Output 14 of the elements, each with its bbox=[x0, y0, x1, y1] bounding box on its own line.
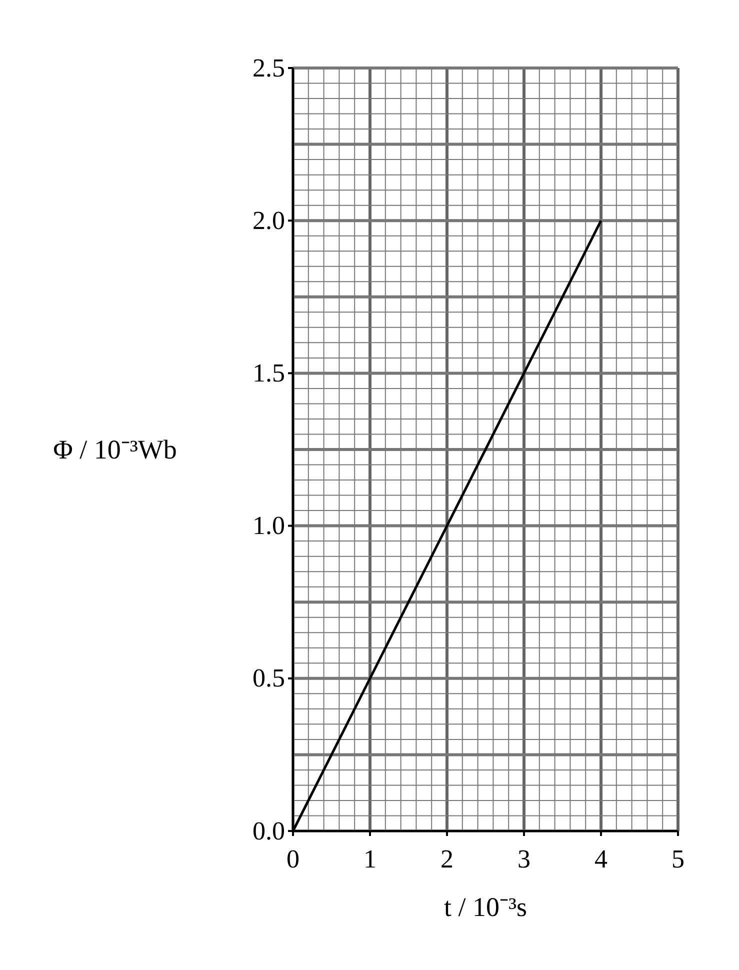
y-tick-label: 0.5 bbox=[252, 664, 285, 693]
y-tick-label: 2.0 bbox=[252, 206, 285, 235]
y-tick-label: 1.5 bbox=[252, 358, 285, 388]
x-tick-label: 1 bbox=[364, 844, 376, 874]
x-tick-label: 4 bbox=[594, 844, 608, 874]
x-tick-label: 0 bbox=[286, 844, 300, 874]
y-tick-label: 0.0 bbox=[252, 816, 285, 846]
x-tick-label: 5 bbox=[672, 844, 684, 874]
y-axis-title: Φ / 10⁻³Wb bbox=[53, 434, 177, 464]
y-tick-label: 2.5 bbox=[252, 53, 285, 82]
x-tick-label: 2 bbox=[440, 844, 454, 874]
x-axis-title: t / 10⁻³s bbox=[444, 892, 528, 922]
y-tick-label: 1.0 bbox=[252, 511, 285, 540]
x-tick-label: 3 bbox=[518, 844, 530, 874]
